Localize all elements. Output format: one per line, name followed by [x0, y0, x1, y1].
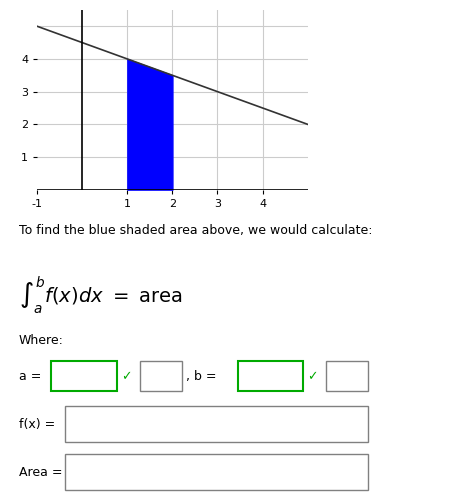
Text: f(x) =: f(x) = [19, 418, 59, 431]
Text: Where:: Where: [19, 334, 63, 347]
FancyBboxPatch shape [51, 361, 116, 391]
FancyBboxPatch shape [65, 406, 368, 442]
Text: , b =: , b = [186, 370, 221, 383]
FancyBboxPatch shape [140, 361, 182, 391]
Text: $\int_a^b f(x)dx\ =\ \mathrm{area}$: $\int_a^b f(x)dx\ =\ \mathrm{area}$ [19, 274, 182, 316]
Text: a =: a = [19, 370, 45, 383]
Text: $\sigma^6$: $\sigma^6$ [340, 368, 354, 385]
Text: ✓: ✓ [308, 370, 318, 383]
Text: To find the blue shaded area above, we would calculate:: To find the blue shaded area above, we w… [19, 224, 372, 237]
FancyBboxPatch shape [65, 454, 368, 490]
Text: 1: 1 [80, 370, 88, 383]
FancyBboxPatch shape [238, 361, 303, 391]
FancyBboxPatch shape [326, 361, 368, 391]
Text: Area =: Area = [19, 466, 66, 479]
Text: ✓: ✓ [121, 370, 132, 383]
Text: 2: 2 [267, 370, 274, 383]
Text: $\sigma^6$: $\sigma^6$ [154, 368, 168, 385]
